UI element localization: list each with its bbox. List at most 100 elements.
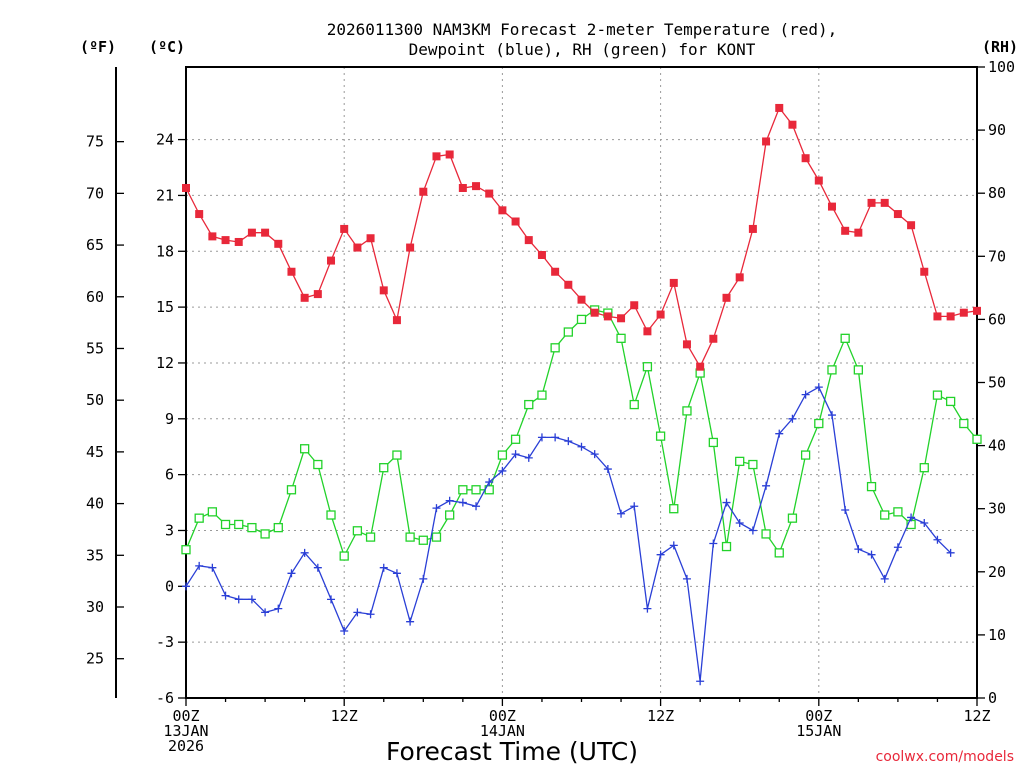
temperature-point	[617, 314, 626, 323]
dewpoint-point	[880, 574, 889, 583]
rh-point	[273, 522, 283, 533]
dewpoint-point	[300, 548, 309, 557]
rh-point	[840, 333, 850, 343]
celsius-tick-label: 21	[156, 186, 174, 204]
temperature-point	[973, 306, 981, 315]
dewpoint-point	[814, 383, 823, 392]
temperature-point	[827, 202, 836, 211]
temperature-point	[603, 312, 612, 321]
rh-point	[379, 463, 389, 473]
dewpoint-point	[458, 498, 467, 507]
temperature-point	[537, 250, 546, 259]
temperature-point	[511, 217, 520, 226]
celsius-tick-label: -6	[156, 689, 174, 707]
rh-point	[814, 418, 824, 429]
rh-point	[563, 327, 573, 337]
rh-point	[497, 450, 508, 460]
temperature-point	[274, 239, 283, 248]
dewpoint-point	[472, 502, 481, 511]
temperature-point	[801, 154, 810, 163]
temperature-line	[185, 106, 978, 369]
temperature-point	[195, 210, 204, 219]
temperature-point	[577, 295, 586, 304]
temperature-point	[630, 301, 639, 310]
dewpoint-point	[617, 509, 626, 518]
axes: -6 -3 0 3 6 9 12 15 18 21 24 25 30 35 40 45 50 55 60 65 70 75…	[86, 58, 1015, 755]
dewpoint-point	[643, 604, 652, 613]
rh-point	[537, 390, 547, 400]
fahrenheit-tick-label: 40	[86, 495, 104, 513]
temperature-point	[234, 237, 243, 246]
dewpoint-point	[709, 539, 718, 548]
dewpoint-point	[841, 506, 850, 515]
celsius-tick-label: 3	[165, 521, 174, 539]
fahrenheit-tick-label: 50	[86, 391, 104, 409]
dewpoint-point	[735, 519, 744, 528]
temperature-point	[748, 224, 757, 233]
rh-point	[234, 519, 244, 530]
rh-point	[853, 365, 863, 375]
rh-point	[919, 463, 929, 473]
dewpoint-point	[379, 563, 388, 572]
temperature-point	[867, 198, 876, 207]
celsius-unit-label: (ºC)	[149, 38, 185, 56]
temperature-point	[313, 290, 322, 299]
temperature-point	[709, 334, 718, 343]
rh-point	[181, 545, 191, 555]
rh-point	[748, 459, 758, 470]
dewpoint-point	[195, 561, 204, 570]
temperature-point	[208, 232, 217, 241]
rh-point	[827, 365, 837, 375]
rh-tick-label: 10	[988, 626, 1006, 644]
dewpoint-point	[327, 595, 336, 604]
dewpoint-point	[366, 610, 375, 619]
dewpoint-point	[247, 595, 256, 604]
rh-point	[392, 450, 402, 460]
rh-point	[972, 434, 982, 444]
dewpoint-point	[801, 390, 810, 399]
dewpoint-point	[485, 478, 494, 487]
temperature-point	[762, 137, 771, 146]
celsius-tick-label: 9	[165, 410, 174, 428]
fahrenheit-tick-label: 55	[86, 339, 104, 357]
rh-point	[431, 532, 442, 542]
temperature-point	[959, 308, 968, 317]
temperature-point	[458, 183, 467, 192]
chart-title-line-2: Dewpoint (blue), RH (green) for KONT	[409, 40, 756, 59]
dewpoint-point	[524, 453, 533, 462]
dewpoint-point	[775, 429, 784, 438]
x-tick-label: 15JAN	[796, 722, 841, 740]
dewpoint-point	[827, 411, 836, 420]
temperature-point	[287, 267, 296, 276]
celsius-tick-label: 6	[165, 466, 174, 484]
x-tick-label: 14JAN	[480, 722, 525, 740]
dewpoint-point	[221, 591, 230, 600]
dewpoint-point	[722, 498, 731, 507]
fahrenheit-tick-label: 70	[86, 184, 104, 202]
dewpoint-point	[590, 450, 599, 459]
dewpoint-point	[511, 450, 520, 459]
temperature-point	[551, 267, 560, 276]
dewpoint-point	[551, 433, 560, 442]
dewpoint-point	[656, 550, 665, 559]
dewpoint-point	[933, 535, 942, 544]
rh-point	[616, 333, 626, 343]
celsius-tick-label: 0	[165, 577, 174, 595]
x-tick-label: 12Z	[963, 707, 990, 725]
chart-title-line-1: 2026011300 NAM3KM Forecast 2-meter Tempe…	[327, 20, 838, 39]
celsius-tick-label: -3	[156, 633, 174, 651]
temperature-point	[182, 183, 190, 192]
temperature-point	[722, 293, 731, 302]
temperature-point	[814, 176, 823, 185]
dewpoint-point	[208, 563, 217, 572]
fahrenheit-tick-label: 60	[86, 288, 104, 306]
temperature-point	[788, 120, 797, 129]
rh-point	[339, 551, 349, 561]
dewpoint-point	[748, 526, 757, 535]
dewpoint-point	[696, 677, 705, 686]
temperature-point	[340, 224, 349, 233]
dewpoint-point	[630, 502, 639, 511]
dewpoint-point	[920, 519, 929, 528]
temperature-point	[406, 243, 415, 252]
